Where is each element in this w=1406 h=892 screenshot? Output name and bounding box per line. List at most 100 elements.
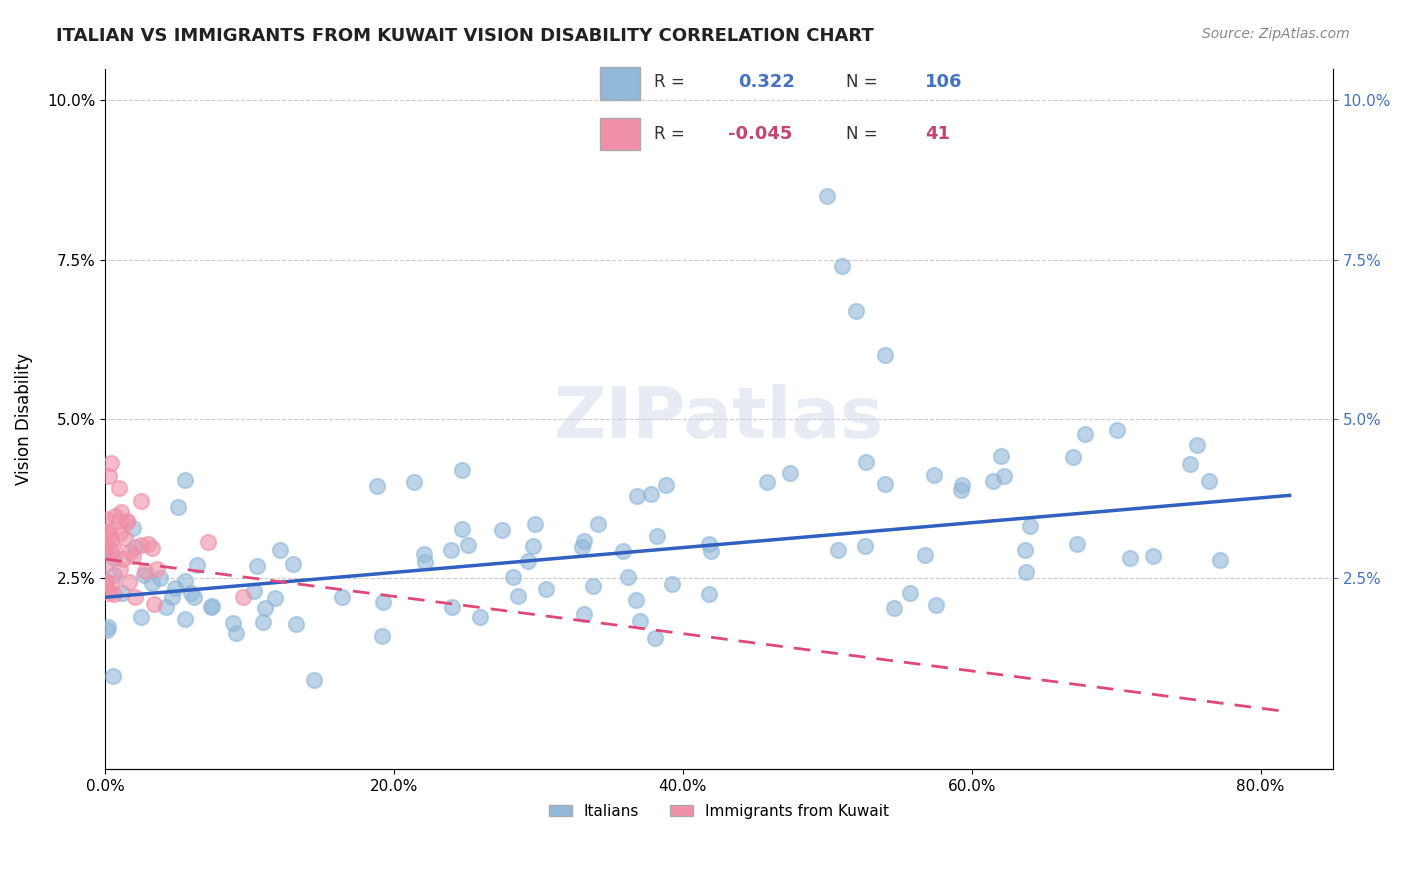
Text: R =: R = — [655, 125, 685, 143]
Point — [98, 527, 121, 541]
Point — [96, 524, 118, 539]
Point — [491, 523, 513, 537]
Point — [1119, 551, 1142, 566]
Point — [925, 599, 948, 613]
Point — [197, 535, 219, 549]
Point — [644, 631, 666, 645]
Point — [242, 584, 264, 599]
Text: 41: 41 — [925, 125, 950, 143]
Point — [993, 469, 1015, 483]
Point — [612, 544, 634, 558]
Point — [96, 623, 118, 637]
Point — [103, 587, 125, 601]
Text: ZIPatlas: ZIPatlas — [554, 384, 884, 453]
Point — [180, 586, 202, 600]
Point — [468, 610, 491, 624]
Point — [167, 500, 190, 514]
Point — [163, 581, 186, 595]
Point — [506, 590, 529, 604]
Text: Source: ZipAtlas.com: Source: ZipAtlas.com — [1202, 27, 1350, 41]
Point — [174, 473, 197, 487]
Point — [112, 551, 135, 566]
Point — [120, 544, 142, 558]
Text: -0.045: -0.045 — [728, 125, 793, 143]
Point — [457, 538, 479, 552]
Point — [1014, 543, 1036, 558]
Point — [264, 591, 287, 605]
Point — [922, 468, 945, 483]
Point — [118, 575, 141, 590]
Point — [115, 514, 138, 528]
Point — [366, 479, 388, 493]
Point — [413, 547, 436, 561]
Point — [1198, 474, 1220, 488]
Point — [110, 585, 132, 599]
Point — [981, 474, 1004, 488]
Point — [174, 612, 197, 626]
Point — [142, 598, 165, 612]
Point — [114, 532, 136, 546]
Point — [990, 450, 1012, 464]
Point — [640, 486, 662, 500]
Point — [141, 576, 163, 591]
Text: N =: N = — [846, 125, 877, 143]
Point — [124, 590, 146, 604]
Point — [146, 562, 169, 576]
Point — [254, 600, 277, 615]
Point — [283, 557, 305, 571]
Y-axis label: Vision Disability: Vision Disability — [15, 353, 32, 485]
Point — [183, 590, 205, 604]
Point — [103, 551, 125, 566]
Point — [845, 303, 868, 318]
Text: 0.322: 0.322 — [738, 73, 794, 91]
Point — [522, 539, 544, 553]
Point — [413, 556, 436, 570]
Point — [160, 590, 183, 604]
Point — [174, 574, 197, 588]
FancyBboxPatch shape — [600, 68, 640, 100]
Point — [914, 548, 936, 562]
Point — [200, 599, 222, 614]
Point — [124, 540, 146, 554]
Point — [97, 524, 120, 538]
Point — [252, 615, 274, 629]
Point — [755, 475, 778, 489]
Point — [441, 599, 464, 614]
Point — [122, 549, 145, 564]
Point — [129, 538, 152, 552]
Point — [222, 615, 245, 630]
Point — [232, 591, 254, 605]
Point — [136, 537, 159, 551]
Point — [440, 543, 463, 558]
Point — [245, 558, 267, 573]
Point — [108, 514, 131, 528]
Point — [450, 462, 472, 476]
Point — [101, 669, 124, 683]
Point — [873, 476, 896, 491]
Point — [700, 544, 723, 558]
FancyBboxPatch shape — [600, 118, 640, 150]
Point — [586, 516, 609, 531]
Point — [898, 586, 921, 600]
Point — [149, 571, 172, 585]
Point — [697, 537, 720, 551]
Point — [98, 469, 121, 483]
Point — [827, 542, 849, 557]
Text: 106: 106 — [925, 73, 963, 91]
Point — [831, 259, 853, 273]
Point — [617, 570, 640, 584]
Point — [371, 595, 394, 609]
Point — [883, 601, 905, 615]
Point — [815, 189, 838, 203]
Point — [129, 494, 152, 508]
Point — [1062, 450, 1084, 464]
Point — [96, 581, 118, 595]
Point — [285, 617, 308, 632]
Point — [451, 522, 474, 536]
Point — [201, 599, 224, 613]
Point — [96, 512, 118, 526]
Point — [502, 570, 524, 584]
Point — [155, 599, 177, 614]
Point — [96, 575, 118, 590]
Point — [1142, 549, 1164, 564]
